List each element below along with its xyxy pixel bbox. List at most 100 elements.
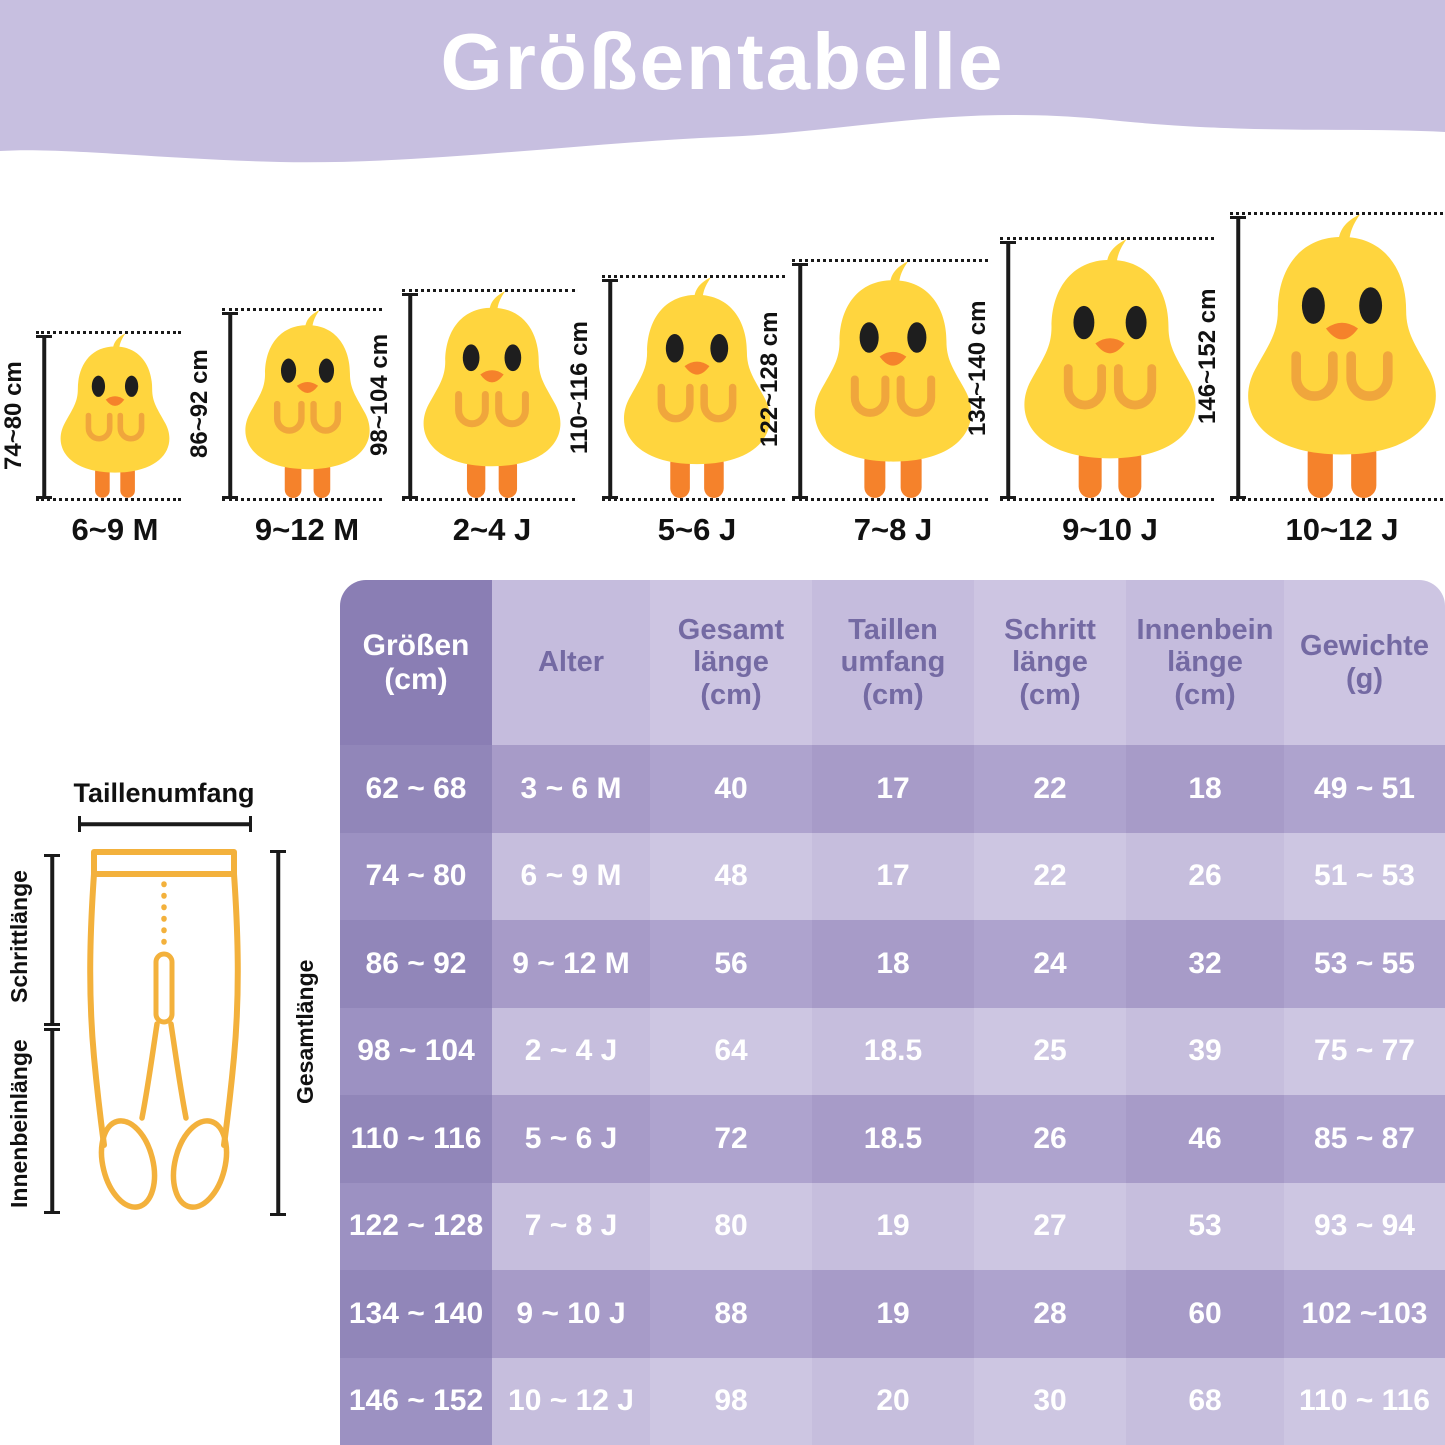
size-table-head: Größen (cm) Alter Gesamt länge (cm) Taillen…	[340, 580, 1445, 745]
table-cell: 110 ~ 116	[1284, 1357, 1445, 1445]
measure-dotted-line-top	[402, 289, 575, 292]
measure-ruler	[36, 335, 52, 499]
table-cell: 18	[1126, 745, 1284, 833]
table-header-cell: Schritt länge (cm)	[974, 580, 1126, 745]
chick-group: 110~116 cm 5~6 J	[0, 160, 1445, 570]
table-cell: 22	[974, 745, 1126, 833]
inseam-length-label: Innenbeinlänge	[6, 1039, 32, 1209]
chick-illustration	[42, 333, 188, 498]
table-cell: 28	[974, 1270, 1126, 1358]
table-cell: 27	[974, 1182, 1126, 1270]
table-cell: 40	[650, 745, 812, 833]
chick-group: 98~104 cm 2~4 J	[0, 160, 1445, 570]
tights-illustration	[87, 849, 241, 1210]
measure-dotted-line-top	[36, 331, 181, 334]
table-cell: 17	[812, 745, 974, 833]
table-cell: 6 ~ 9 M	[492, 832, 650, 920]
chick-group: 146~152 cm 10~12 J	[0, 160, 1445, 570]
chick-height-label: 134~140 cm	[964, 300, 991, 437]
table-cell: 72	[650, 1095, 812, 1183]
chick-illustration	[599, 277, 795, 498]
table-cell: 134 ~ 140	[340, 1270, 492, 1358]
measure-ruler	[792, 263, 808, 499]
chick-age-label: 7~8 J	[853, 512, 933, 547]
table-cell: 46	[1126, 1095, 1284, 1183]
chick-age-label: 5~6 J	[657, 512, 737, 547]
measure-dotted-line-top	[222, 308, 382, 311]
chick-group: 86~92 cm 9~12 M	[0, 160, 1445, 570]
measure-ruler	[1000, 241, 1016, 499]
table-cell: 86 ~ 92	[340, 920, 492, 1008]
chick-illustration	[995, 239, 1225, 498]
waist-measure-line	[78, 816, 252, 832]
chick-illustration	[400, 291, 584, 498]
measure-dotted-line-bottom	[1000, 498, 1214, 501]
table-cell: 80	[650, 1182, 812, 1270]
table-cell: 26	[1126, 832, 1284, 920]
table-cell: 98	[650, 1357, 812, 1445]
chick-illustration	[1216, 214, 1445, 498]
table-cell: 64	[650, 1007, 812, 1095]
chick-height-label: 122~128 cm	[756, 311, 783, 448]
table-cell: 62 ~ 68	[340, 745, 492, 833]
table-cell: 74 ~ 80	[340, 832, 492, 920]
table-cell: 146 ~ 152	[340, 1357, 492, 1445]
table-cell: 68	[1126, 1357, 1284, 1445]
chick-height-label: 110~116 cm	[566, 321, 593, 454]
table-cell: 17	[812, 832, 974, 920]
measure-dotted-line-top	[1230, 212, 1445, 215]
chick-height-label: 74~80 cm	[0, 361, 27, 470]
chick-illustration	[788, 261, 998, 498]
size-table-body: 62 ~ 68 3 ~ 6 M 40 17 22 18 49 ~ 51 74 ~ 80 6 ~ …	[340, 745, 1445, 1445]
table-cell: 19	[812, 1270, 974, 1358]
table-header-cell: Gesamt länge (cm)	[650, 580, 812, 745]
table-cell: 19	[812, 1182, 974, 1270]
table-cell: 10 ~ 12 J	[492, 1357, 650, 1445]
table-cell: 18.5	[812, 1095, 974, 1183]
table-cell: 26	[974, 1095, 1126, 1183]
measure-dotted-line-top	[1000, 237, 1214, 240]
header-wave	[0, 107, 1445, 163]
total-length-label: Gesamtlänge	[292, 959, 318, 1105]
table-header-cell: Gewichte (g)	[1284, 580, 1445, 745]
table-cell: 49 ~ 51	[1284, 745, 1445, 833]
measure-dotted-line-bottom	[402, 498, 575, 501]
table-cell: 53	[1126, 1182, 1284, 1270]
measure-dotted-line-bottom	[792, 498, 988, 501]
total-measure-line	[270, 850, 286, 1216]
measure-dotted-line-bottom	[36, 498, 181, 501]
measure-dotted-line-top	[602, 275, 785, 278]
page-title: Größentabelle	[440, 17, 1005, 106]
tights-diagram: Taillenumfang Schrittlänge Innenbeinläng…	[4, 772, 340, 1272]
table-cell: 75 ~ 77	[1284, 1007, 1445, 1095]
table-cell: 20	[812, 1357, 974, 1445]
table-header-cell: Alter	[492, 580, 650, 745]
table-cell: 22	[974, 832, 1126, 920]
table-cell: 25	[974, 1007, 1126, 1095]
table-cell: 88	[650, 1270, 812, 1358]
chick-group: 122~128 cm 7~8 J	[0, 160, 1445, 570]
table-cell: 24	[974, 920, 1126, 1008]
chick-height-label: 98~104 cm	[366, 333, 393, 456]
chick-age-label: 2~4 J	[452, 512, 532, 547]
table-cell: 53 ~ 55	[1284, 920, 1445, 1008]
measure-dotted-line-bottom	[602, 498, 785, 501]
measure-ruler	[402, 293, 418, 499]
measure-ruler	[1230, 216, 1246, 499]
chick-group: 134~140 cm 9~10 J	[0, 160, 1445, 570]
measure-dotted-line-bottom	[1230, 498, 1445, 501]
table-cell: 56	[650, 920, 812, 1008]
table-cell: 9 ~ 10 J	[492, 1270, 650, 1358]
chick-age-label: 9~10 J	[1062, 512, 1158, 547]
chick-group: 74~80 cm 6~9 M	[0, 160, 1445, 570]
table-cell: 2 ~ 4 J	[492, 1007, 650, 1095]
table-cell: 85 ~ 87	[1284, 1095, 1445, 1183]
measure-ruler	[602, 279, 618, 499]
table-cell: 9 ~ 12 M	[492, 920, 650, 1008]
crotch-length-label: Schrittlänge	[6, 870, 32, 1004]
table-cell: 30	[974, 1357, 1126, 1445]
measure-dotted-line-bottom	[222, 498, 382, 501]
table-cell: 7 ~ 8 J	[492, 1182, 650, 1270]
table-cell: 48	[650, 832, 812, 920]
